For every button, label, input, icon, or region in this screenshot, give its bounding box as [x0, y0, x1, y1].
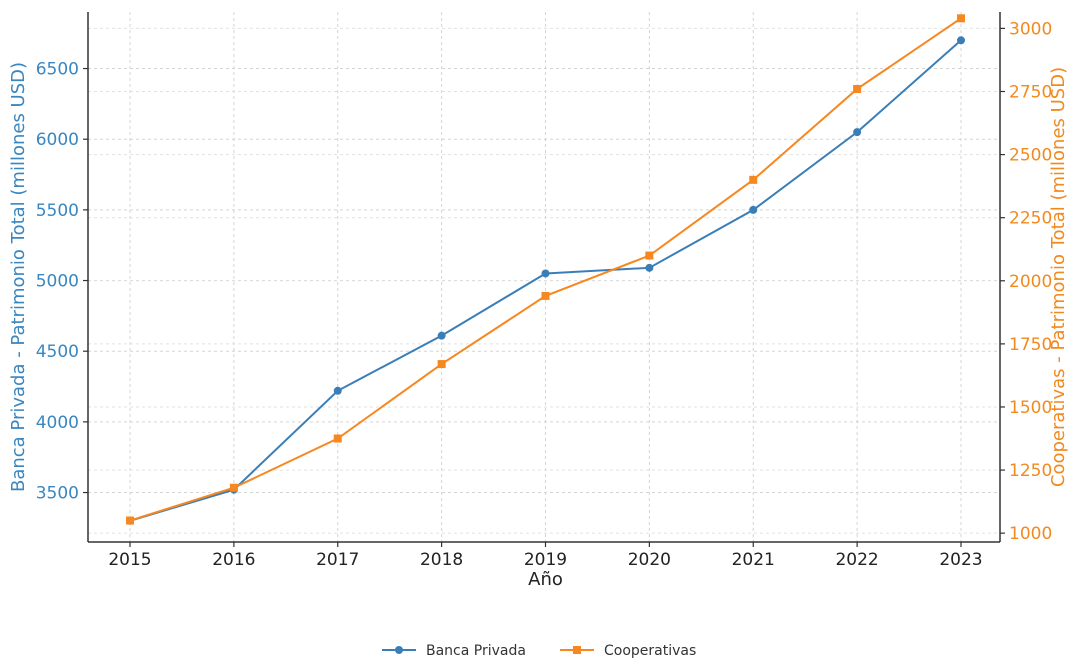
legend-marker	[573, 646, 581, 654]
y-left-tick-label: 4500	[36, 342, 79, 362]
legend-label: Cooperativas	[604, 643, 696, 659]
data-point	[853, 128, 862, 137]
x-tick-label: 2018	[420, 550, 463, 570]
y-left-tick-label: 5000	[36, 272, 79, 292]
data-point	[749, 175, 758, 184]
y-right-tick-label: 1750	[1009, 335, 1052, 355]
data-point	[541, 269, 550, 278]
axis-labels: 2015 2016 2017 2018 2019 2020 2021 2022 2023 3500…	[8, 19, 1069, 590]
y-right-tick-label: 1500	[1009, 398, 1052, 418]
data-point	[957, 14, 965, 23]
y-left-tick-label: 5500	[36, 201, 79, 221]
data-point	[126, 516, 134, 525]
legend-label: Banca Privada	[426, 643, 526, 659]
data-point	[333, 386, 342, 395]
data-point	[749, 205, 758, 214]
y-right-tick-label: 2750	[1009, 83, 1052, 103]
y-left-tick-label: 3500	[36, 484, 79, 504]
axes	[83, 12, 1005, 547]
x-tick-label: 2019	[524, 550, 567, 570]
data-point	[333, 434, 342, 443]
data-point	[541, 291, 550, 300]
y-left-axis-title: Banca Privada - Patrimonio Total (millon…	[8, 62, 29, 492]
data-point	[957, 36, 965, 45]
y-left-tick-label: 4000	[36, 413, 79, 433]
y-right-tick-label: 1000	[1009, 524, 1052, 544]
data-point	[645, 251, 654, 260]
data-point	[437, 360, 446, 369]
legend-marker	[395, 646, 403, 654]
y-left-tick-label: 6500	[36, 60, 79, 80]
x-tick-label: 2021	[732, 550, 775, 570]
y-right-tick-label: 1250	[1009, 461, 1052, 481]
x-tick-label: 2022	[835, 550, 878, 570]
x-tick-label: 2017	[316, 550, 359, 570]
grid-lines	[88, 12, 1000, 542]
y-left-tick-label: 6000	[36, 130, 79, 150]
x-tick-label: 2023	[939, 550, 982, 570]
x-tick-label: 2015	[108, 550, 151, 570]
series-group	[126, 14, 965, 525]
y-right-axis-title: Cooperativas - Patrimonio Total (millone…	[1048, 67, 1069, 487]
x-tick-label: 2020	[628, 550, 671, 570]
x-tick-label: 2016	[212, 550, 255, 570]
y-right-tick-label: 2500	[1009, 146, 1052, 166]
data-point	[853, 84, 862, 93]
x-axis-title: Año	[528, 569, 563, 590]
legend: Banca Privada Cooperativas	[382, 643, 696, 659]
data-point	[437, 331, 446, 340]
data-point	[645, 263, 654, 272]
y-right-tick-label: 2250	[1009, 209, 1052, 229]
y-right-tick-label: 3000	[1009, 19, 1052, 39]
y-right-tick-label: 2000	[1009, 272, 1052, 292]
data-point	[229, 483, 238, 492]
